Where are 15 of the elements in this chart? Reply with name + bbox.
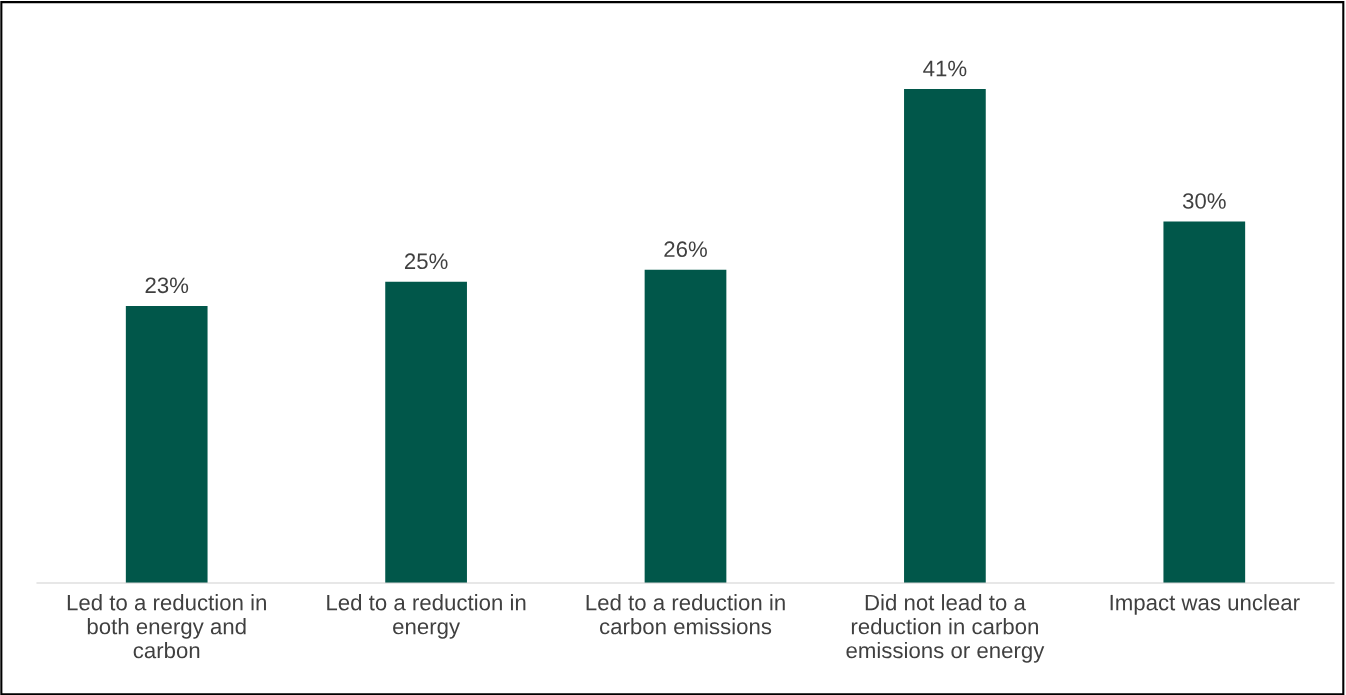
data-label: 25%: [404, 253, 448, 270]
bar: [1163, 221, 1246, 583]
data-label: 26%: [664, 241, 707, 258]
x-tick-label: Led to a reduction in energy: [327, 594, 526, 639]
x-tick-label: Impact was unclear: [1110, 594, 1300, 615]
bar: [385, 281, 467, 583]
bar: [904, 89, 986, 583]
data-label: 41%: [923, 60, 967, 77]
data-label: 23%: [145, 277, 189, 294]
data-label: 30%: [1182, 193, 1226, 209]
x-tick-label: Led to a reduction in both energy and carbon: [67, 594, 266, 659]
x-tick-label: Did not lead to a reduction in carbon emissions or energy: [846, 594, 1045, 663]
x-tick-label: Led to a reduction in carbon emissions: [586, 594, 785, 635]
bar: [644, 269, 727, 583]
bar: [125, 305, 208, 583]
